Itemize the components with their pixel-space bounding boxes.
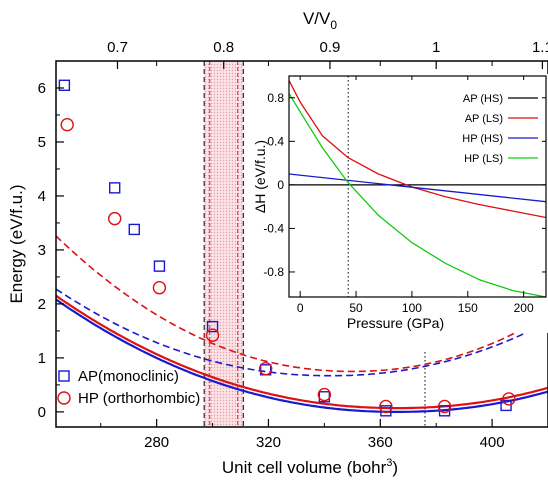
y-axis-label: Energy (eV/f.u.): [7, 184, 26, 303]
y-tick-label: 2: [38, 296, 46, 313]
y-tick-label: 5: [38, 134, 46, 151]
legend-label: HP (orthorhombic): [78, 390, 200, 407]
top-axis-label-subscript: 0: [330, 18, 337, 32]
marker-circle: [205, 328, 220, 342]
top-axis-label: V/V0: [303, 9, 337, 32]
inset-x-tick-label: 150: [458, 301, 478, 315]
inset-y-tick-label: 0.4: [267, 134, 284, 148]
marker-circle: [258, 361, 273, 376]
fit-curve-dashed-4: [56, 288, 548, 377]
fit-curve-dashed-5: [56, 235, 548, 373]
marker-circle: [502, 392, 516, 406]
inset-y-tick-label: -0.8: [263, 265, 284, 279]
y-tick-label: 4: [38, 188, 46, 205]
marker-circle: [379, 399, 393, 414]
top-tick-label: 1: [432, 39, 440, 56]
inset-legend-label: HP (HS): [462, 133, 503, 145]
inset-x-tick-label: 100: [402, 301, 422, 315]
marker-square: [128, 223, 140, 236]
x-axis-label-exponent: 3: [386, 457, 392, 469]
marker-square: [153, 260, 166, 272]
marker-circle: [437, 399, 452, 414]
inset-y-axis-label: ΔH (eV/f.u.): [252, 140, 268, 213]
fit-curve-solid-3: [56, 294, 548, 410]
inset-series-line-1: [289, 80, 546, 219]
marker-square: [58, 79, 71, 91]
inset-x-tick-label: 50: [349, 301, 363, 315]
inset-y-tick-label: 0.8: [267, 91, 284, 105]
inset-background: [255, 74, 548, 333]
inset-x-axis-label: Pressure (GPa): [347, 315, 444, 331]
marker-circle: [317, 387, 332, 402]
top-tick-label: 0.9: [320, 39, 341, 56]
inset-y-tick-label: 0: [277, 178, 284, 192]
shaded-band: [204, 61, 244, 427]
legend-label: AP(monoclinic): [78, 368, 179, 385]
inset-legend-label: HP (LS): [464, 153, 503, 165]
x-axis-label: Unit cell volume (bohr3): [222, 457, 398, 477]
inset-frame: [288, 75, 547, 298]
y-tick-label: 0: [38, 404, 46, 421]
marker-circle: [60, 117, 74, 132]
fit-curves: [56, 79, 548, 417]
inset-series-line-3: [289, 93, 546, 297]
x-tick-label: 280: [144, 434, 169, 451]
marker-square: [109, 182, 121, 194]
inset-series-line-2: [289, 173, 546, 203]
x-tick-label: 400: [480, 434, 505, 451]
marker-square: [206, 320, 219, 333]
x-tick-label: 320: [256, 434, 281, 451]
y-tick-label: 3: [38, 242, 46, 259]
marker-circle: [152, 281, 167, 295]
plot-frame: [55, 60, 548, 428]
x-axis-label-main: Unit cell volume (bohr: [222, 458, 387, 477]
x-axis-label-close: ): [392, 458, 398, 477]
inset-x-tick-label: 0: [297, 301, 304, 315]
x-tick-label: 360: [368, 434, 393, 451]
marker-circle: [108, 211, 122, 226]
top-tick-label: 1.1: [532, 39, 548, 56]
top-tick-label: 0.7: [107, 39, 128, 56]
top-axis-label-main: V/V: [303, 9, 331, 28]
y-tick-label: 1: [38, 350, 46, 367]
top-tick-label: 0.8: [213, 39, 234, 56]
inset-y-tick-label: -0.4: [263, 221, 284, 235]
legend-swatch-circle: [57, 391, 71, 405]
inset-curves: [289, 80, 546, 297]
inset-x-tick-label: 200: [514, 301, 534, 315]
fit-curve-solid-2: [56, 298, 548, 413]
legend-swatch-square: [58, 370, 70, 382]
inset-legend-label: AP (LS): [465, 113, 503, 125]
inset-legend-label: AP (HS): [463, 93, 503, 105]
y-tick-label: 6: [38, 80, 46, 97]
marker-square: [500, 399, 512, 412]
